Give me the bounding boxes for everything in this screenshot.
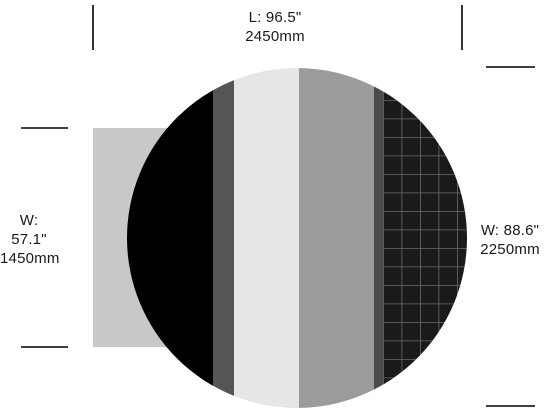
length-dimension-label: L: 96.5" 2450mm <box>225 8 325 46</box>
band-grid <box>383 68 467 408</box>
circle-bands <box>127 68 467 408</box>
band-dark-gray <box>213 68 234 408</box>
band-dark-strip <box>374 68 383 408</box>
left-width-metric: 1450mm <box>0 250 60 267</box>
band-light <box>234 68 299 408</box>
left-width-imperial: W: 57.1" <box>11 212 47 248</box>
right-width-metric: 2250mm <box>480 241 540 258</box>
right-width-imperial: W: 88.6" <box>480 222 540 239</box>
band-mid-gray <box>299 68 374 408</box>
length-imperial: L: 96.5" <box>248 9 302 26</box>
length-metric: 2450mm <box>245 28 305 45</box>
band-black <box>127 68 213 408</box>
left-width-dimension-label: W: 57.1" 1450mm <box>0 211 60 268</box>
right-width-dimension-label: W: 88.6" 2250mm <box>470 221 550 259</box>
